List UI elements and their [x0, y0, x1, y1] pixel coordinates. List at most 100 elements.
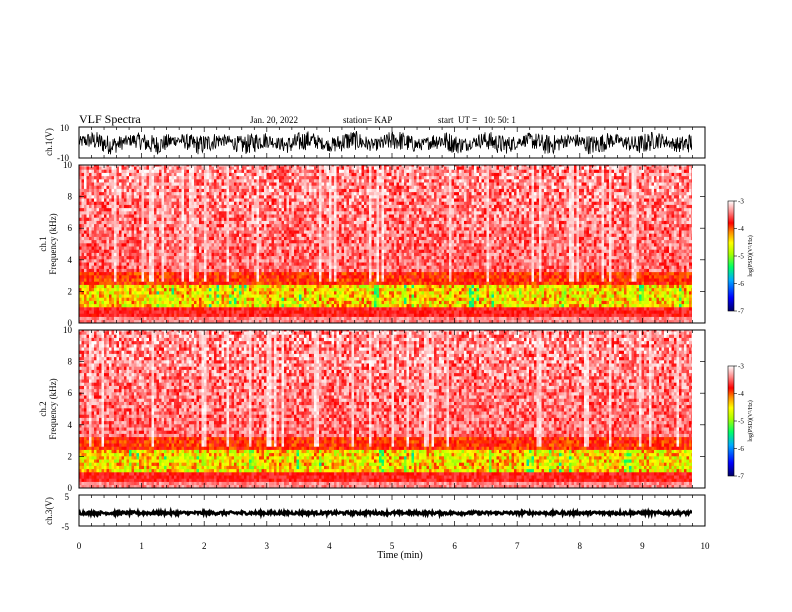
spectrogram-cell [79, 175, 82, 180]
spectrogram-cell [161, 307, 165, 311]
spectrogram-cell [219, 188, 222, 193]
spectrogram-cell [181, 233, 185, 237]
spectrogram-cell [119, 291, 122, 295]
spectrogram-cell [86, 316, 90, 321]
spectrogram-cell [241, 165, 245, 167]
spectrogram-cell [241, 265, 245, 269]
spectrogram-cell [184, 207, 187, 212]
spectrogram-cell [149, 179, 152, 183]
spectrogram-cell [214, 185, 217, 189]
spectrogram-cell [114, 243, 117, 247]
spectrogram-cell [174, 262, 177, 266]
spectrogram-cell [186, 166, 190, 170]
spectrogram-cell [119, 236, 122, 241]
spectrogram-cell [106, 211, 110, 215]
spectrogram-cell [84, 214, 87, 218]
spectrogram-cell [149, 217, 152, 221]
spectrogram-cell [191, 195, 195, 199]
spectrogram-cell [289, 303, 292, 308]
spectrogram-cell [309, 291, 312, 295]
spectrogram-cell [154, 278, 157, 282]
spectrogram-cell [259, 239, 262, 244]
spectrogram-cell [259, 275, 262, 279]
spectrogram-cell [136, 319, 140, 323]
spectrogram-cell [134, 214, 137, 218]
spectrogram-cell [196, 239, 200, 244]
spectrogram-cell [134, 284, 137, 289]
spectrogram-cell [96, 278, 100, 282]
spectrogram-cell [271, 313, 275, 317]
spectrogram-cell [279, 198, 282, 202]
spectrogram-cell [134, 291, 137, 295]
spectrogram-cell [216, 287, 220, 292]
spectrogram-cell [156, 284, 160, 289]
spectrogram-cell [261, 204, 265, 209]
spectrogram-cell [219, 294, 222, 298]
spectrogram-cell [244, 294, 247, 298]
spectrogram-cell [129, 307, 132, 311]
spectrogram-cell [224, 262, 227, 266]
spectrogram-cell [259, 303, 262, 308]
spectrogram-cell [264, 281, 267, 285]
spectrogram-cell [106, 313, 110, 317]
spectrogram-cell [256, 227, 260, 231]
spectrogram-cell [94, 185, 97, 189]
spectrogram-cell [174, 303, 177, 308]
spectrogram-cell [176, 268, 180, 273]
spectrogram-cell [271, 165, 275, 167]
spectrogram-cell [291, 233, 295, 237]
spectrogram-cell [274, 191, 277, 196]
spectrogram-cell [249, 287, 252, 292]
spectrogram-cell [164, 287, 167, 292]
spectrogram-cell [194, 271, 197, 276]
spectrogram-cell [256, 182, 260, 186]
spectrogram-cell [174, 236, 177, 241]
spectrogram-cell [96, 303, 100, 308]
spectrogram-cell [241, 313, 245, 317]
spectrogram-cell [109, 287, 112, 292]
spectrogram-cell [301, 211, 305, 215]
spectrogram-cell [179, 214, 182, 218]
spectrogram-cell [239, 179, 242, 183]
spectrogram-cell [231, 294, 235, 298]
spectrogram-cell [154, 319, 157, 323]
spectrogram-cell [256, 201, 260, 205]
spectrogram-cell [256, 259, 260, 263]
spectrogram-cell [319, 204, 322, 209]
spectrogram-cell [166, 233, 170, 237]
spectrogram-cell [174, 243, 177, 247]
spectrogram-cell [139, 291, 142, 295]
spectrogram-cell [204, 191, 207, 196]
spectrogram-cell [219, 271, 222, 276]
spectrogram-cell [79, 246, 82, 250]
spectrogram-cell [259, 217, 262, 221]
spectrogram-cell [276, 262, 280, 266]
spectrogram-cell [299, 246, 302, 250]
spectrogram-cell [134, 198, 137, 202]
spectrogram-cell [274, 227, 277, 231]
spectrogram-cell [171, 236, 175, 241]
spectrogram-cell [224, 294, 227, 298]
spectrogram-cell [281, 281, 285, 285]
spectrogram-cell [219, 204, 222, 209]
spectrogram-cell [246, 165, 250, 167]
spectrogram-cell [119, 300, 122, 305]
spectrogram-cell [284, 169, 287, 173]
spectrogram-cell [189, 307, 192, 311]
spectrogram-cell [294, 201, 297, 205]
spectrogram-cell [241, 307, 245, 311]
spectrogram-cell [256, 287, 260, 292]
spectrogram-cell [196, 169, 200, 173]
date-label: Jan. 20, 2022 [250, 115, 298, 125]
spectrogram-cell [126, 230, 130, 234]
spectrogram-cell [114, 249, 117, 253]
spectrogram-cell [229, 307, 232, 311]
spectrogram-cell [101, 217, 105, 221]
spectrogram-cell [274, 217, 277, 221]
spectrogram-cell [159, 297, 162, 301]
spectrogram-cell [216, 169, 220, 173]
spectrogram-cell [279, 303, 282, 308]
spectrogram-cell [191, 313, 195, 317]
spectrogram-cell [269, 217, 272, 221]
spectrogram-cell [309, 284, 312, 289]
